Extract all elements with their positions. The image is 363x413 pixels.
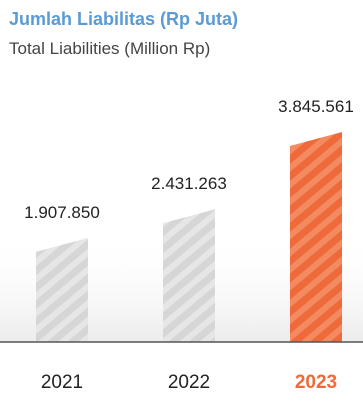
value-label-2021: 1.907.850	[24, 203, 100, 222]
chart-subtitle: Total Liabilities (Million Rp)	[9, 39, 211, 58]
value-label-2023: 3.845.561	[278, 97, 354, 116]
chart-title: Jumlah Liabilitas (Rp Juta)	[9, 9, 239, 29]
value-label-2022: 2.431.263	[151, 174, 227, 193]
bar-2022	[163, 209, 215, 342]
labels-layer: 1.907.850 2021 2.431.263 2022 3.845.561 2023	[24, 97, 354, 393]
year-label-2021: 2021	[41, 372, 83, 393]
year-label-2022: 2022	[168, 372, 210, 393]
year-label-2023: 2023	[295, 372, 337, 393]
bar-2021	[36, 237, 88, 342]
bar-2023	[290, 132, 342, 342]
bars-layer	[0, 132, 363, 343]
